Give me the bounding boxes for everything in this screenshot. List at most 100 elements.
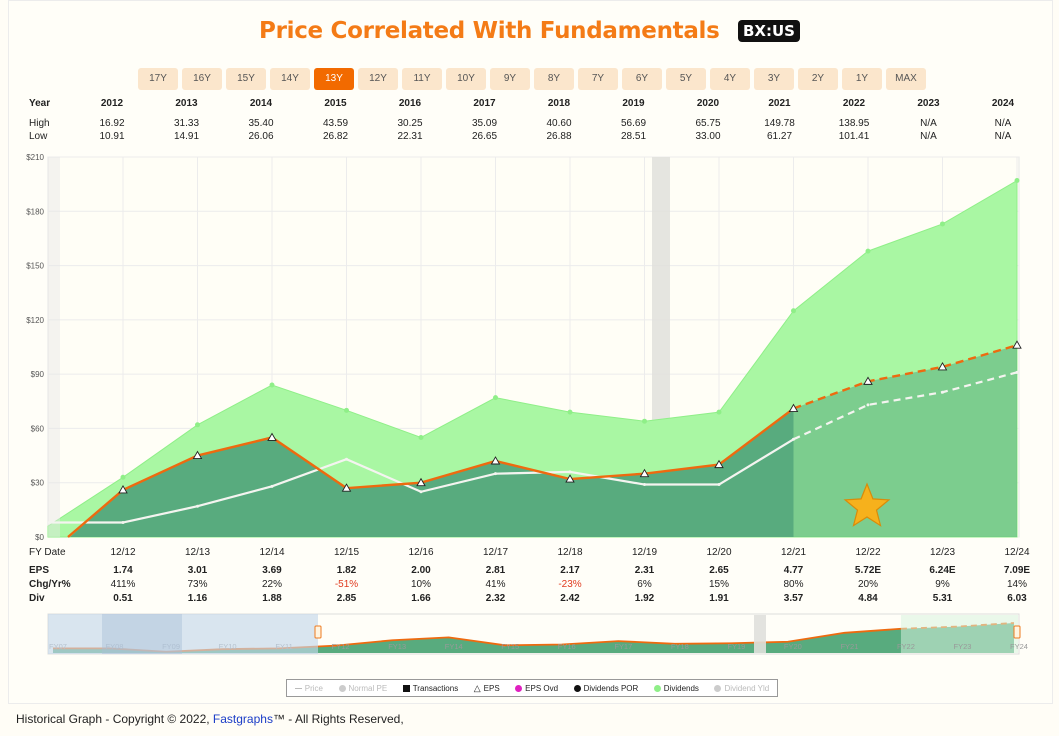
- legend-swatch: [402, 684, 410, 692]
- navigator-label: FY23: [954, 642, 972, 651]
- div-cell: 3.57: [783, 593, 804, 604]
- range-button-10y[interactable]: 10Y: [446, 68, 486, 90]
- chg-cell: 41%: [485, 579, 506, 590]
- range-button-3y[interactable]: 3Y: [754, 68, 794, 90]
- legend-item-normal-pe[interactable]: Normal PE: [338, 684, 387, 693]
- range-button-1y[interactable]: 1Y: [842, 68, 882, 90]
- eps-marker: [118, 485, 128, 494]
- eps-cell: 2.31: [634, 565, 655, 576]
- high-cell: N/A: [994, 118, 1012, 129]
- y-tick-label: $150: [26, 262, 44, 271]
- dividends-point: [865, 248, 871, 254]
- eps-cell: 2.65: [709, 565, 729, 576]
- div-cell: 1.66: [411, 593, 431, 604]
- eps-cell: 3.01: [187, 565, 208, 576]
- legend-item-eps[interactable]: △ EPS: [474, 683, 500, 694]
- range-button-14y[interactable]: 14Y: [270, 68, 310, 90]
- range-button-15y[interactable]: 15Y: [226, 68, 266, 90]
- eps-marker: [714, 459, 724, 469]
- legend-swatch: [573, 684, 581, 692]
- range-button-12y[interactable]: 12Y: [358, 68, 398, 90]
- low-cell: 26.82: [322, 131, 349, 142]
- legend-item-eps-ovd[interactable]: EPS Ovd: [515, 684, 558, 693]
- legend-item-dividends-por[interactable]: Dividends POR: [573, 684, 638, 693]
- navigator-selection-highlight: [102, 614, 182, 654]
- normal-pe-point: [121, 521, 125, 525]
- eps-cell: 5.72E: [854, 565, 882, 576]
- div-cell: 0.51: [113, 593, 133, 604]
- year-cell: 2024: [991, 98, 1015, 109]
- year-cell: 2014: [249, 98, 273, 109]
- range-button-13y[interactable]: 13Y: [314, 68, 354, 90]
- chg-cell: 14%: [1006, 579, 1027, 590]
- range-button-7y[interactable]: 7Y: [578, 68, 618, 90]
- high-cell: N/A: [920, 118, 937, 129]
- navigator-handle-end[interactable]: [1013, 625, 1021, 639]
- low-cell: 28.51: [620, 131, 647, 142]
- range-button-6y[interactable]: 6Y: [622, 68, 662, 90]
- eps-marker: [937, 361, 948, 371]
- eps-marker: [490, 456, 501, 465]
- legend-swatch: [653, 684, 661, 692]
- normal-pe-point: [643, 483, 646, 487]
- legend-item-price[interactable]: Price: [294, 684, 323, 693]
- eps-label: EPS: [29, 565, 50, 576]
- high-cell: 56.69: [620, 118, 647, 129]
- chg-cell: 411%: [110, 579, 136, 590]
- div-label: Div: [29, 593, 45, 604]
- range-button-17y[interactable]: 17Y: [138, 68, 178, 90]
- low-cell: 10.91: [99, 131, 125, 142]
- legend: Price Normal PE Transactions △ EPS EPS Ovd Div…: [286, 679, 778, 697]
- legend-item-transactions[interactable]: Transactions: [402, 684, 458, 693]
- y-tick-label: $180: [26, 207, 44, 216]
- high-cell: 16.92: [99, 118, 125, 129]
- year-cell: 2013: [175, 98, 198, 109]
- footer-suffix: - All Rights Reserved,: [284, 712, 404, 726]
- fastgraphs-link[interactable]: Fastgraphs: [212, 712, 273, 726]
- low-cell: 33.00: [695, 131, 721, 142]
- range-button-max[interactable]: MAX: [886, 68, 926, 90]
- legend-item-dividends[interactable]: Dividends: [653, 684, 699, 693]
- legend-swatch: [515, 684, 523, 692]
- navigator-eps-area: [53, 622, 1014, 653]
- eps-marker: [1012, 340, 1022, 349]
- high-cell: 43.59: [322, 118, 349, 129]
- dividends-point: [642, 418, 647, 424]
- eps-forecast-line: [793, 344, 1018, 410]
- y-tick-label: $60: [31, 424, 45, 433]
- y-tick-label: $0: [35, 533, 44, 542]
- dividends-point: [195, 422, 200, 428]
- x-tick-label: 12/19: [632, 547, 657, 558]
- normal-pe-point: [494, 472, 497, 476]
- legend-item-dividend-yld[interactable]: Dividend Yld: [714, 684, 769, 693]
- navigator-handle-right[interactable]: [314, 625, 322, 639]
- range-button-16y[interactable]: 16Y: [182, 68, 222, 90]
- navigator-label: FY20: [784, 642, 802, 651]
- year-cell: 2015: [324, 98, 347, 109]
- normal-pe-point: [568, 470, 572, 474]
- navigator-label: FY18: [671, 642, 689, 651]
- range-button-5y[interactable]: 5Y: [666, 68, 706, 90]
- year-cell: 2016: [398, 98, 422, 109]
- dividends-point: [344, 407, 349, 413]
- footer-prefix: Historical Graph - Copyright © 2022,: [16, 712, 213, 726]
- eps-marker: [416, 477, 426, 487]
- range-button-11y[interactable]: 11Y: [402, 68, 442, 90]
- year-cell: 2021: [768, 98, 791, 109]
- high-cell: 30.25: [397, 118, 423, 129]
- dividends-point: [1014, 178, 1020, 184]
- ticker-badge: BX:US: [737, 20, 800, 42]
- range-button-8y[interactable]: 8Y: [534, 68, 574, 90]
- eps-cell: 2.00: [411, 565, 431, 576]
- range-button-9y[interactable]: 9Y: [490, 68, 530, 90]
- normal-pe-point: [792, 437, 795, 441]
- normal-pe-point: [196, 504, 199, 508]
- navigator-label: FY16: [558, 642, 576, 651]
- range-button-2y[interactable]: 2Y: [798, 68, 838, 90]
- x-tick-label: 12/18: [557, 547, 582, 558]
- high-cell: 40.60: [546, 118, 572, 129]
- legend-label: EPS Ovd: [525, 683, 559, 693]
- range-button-4y[interactable]: 4Y: [710, 68, 750, 90]
- dividends-point: [567, 409, 573, 415]
- x-tick-label: 12/15: [334, 547, 359, 558]
